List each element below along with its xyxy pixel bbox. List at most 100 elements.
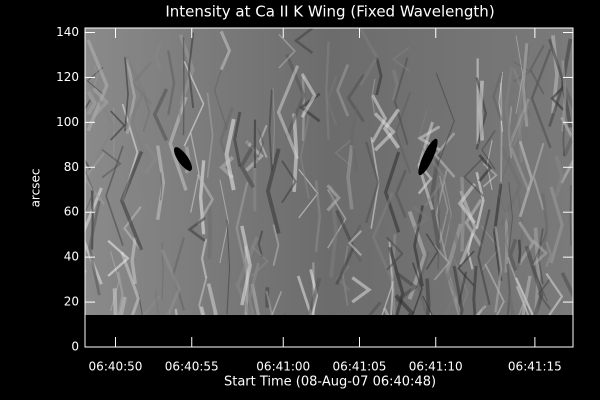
image-texture xyxy=(336,63,350,117)
image-texture xyxy=(92,87,109,118)
image-texture xyxy=(198,276,208,315)
image-texture xyxy=(373,112,396,152)
image-texture xyxy=(388,241,394,315)
image-texture xyxy=(240,225,252,306)
image-texture xyxy=(325,41,330,140)
image-texture xyxy=(85,170,95,213)
image-texture xyxy=(417,251,430,315)
image-texture xyxy=(529,44,545,95)
image-texture xyxy=(85,152,106,206)
image-texture xyxy=(244,118,267,172)
image-texture xyxy=(93,64,99,87)
image-texture xyxy=(257,230,264,258)
image-texture xyxy=(105,145,124,246)
image-texture xyxy=(562,125,566,157)
image-texture xyxy=(394,91,412,174)
image-texture xyxy=(233,111,242,167)
image-texture xyxy=(493,183,503,281)
image-texture xyxy=(371,79,376,115)
image-texture xyxy=(265,290,274,315)
image-texture xyxy=(383,151,401,233)
image-texture xyxy=(174,308,178,315)
image-texture xyxy=(498,72,504,132)
image-texture xyxy=(198,160,206,235)
image-texture xyxy=(239,144,256,189)
image-texture xyxy=(375,56,383,96)
image-texture xyxy=(196,173,215,226)
image-texture xyxy=(433,132,456,178)
image-texture xyxy=(365,141,380,224)
image-texture xyxy=(213,196,223,258)
image-texture xyxy=(350,105,359,172)
image-texture xyxy=(554,155,565,198)
y-tick-label: 40 xyxy=(64,250,79,264)
image-texture xyxy=(219,179,229,264)
image-texture xyxy=(512,68,530,147)
image-texture xyxy=(435,169,448,261)
image-texture xyxy=(515,285,530,315)
image-texture xyxy=(247,262,260,315)
image-texture xyxy=(518,140,534,218)
chart-title: Intensity at Ca II K Wing (Fixed Wavelen… xyxy=(165,3,494,21)
image-texture xyxy=(521,275,532,315)
image-texture xyxy=(347,230,362,257)
image-texture xyxy=(507,295,515,315)
image-texture xyxy=(481,130,496,170)
image-texture xyxy=(155,145,166,221)
image-texture xyxy=(190,133,200,213)
image-texture xyxy=(371,191,394,283)
image-texture xyxy=(412,205,431,231)
x-axis-label: Start Time (08-Aug-07 06:40:48) xyxy=(224,375,436,390)
image-texture xyxy=(142,295,161,315)
image-texture xyxy=(413,205,424,287)
image-texture xyxy=(206,92,214,178)
image-texture xyxy=(101,149,122,179)
image-texture xyxy=(464,198,483,247)
image-texture xyxy=(107,239,130,277)
image-texture xyxy=(382,108,401,149)
image-texture xyxy=(537,278,551,310)
image-texture xyxy=(433,244,451,281)
image-texture xyxy=(506,263,511,315)
image-texture xyxy=(299,115,310,200)
image-texture xyxy=(334,139,352,166)
image-texture xyxy=(367,301,382,315)
image-texture xyxy=(110,110,126,141)
image-texture xyxy=(460,176,466,252)
image-texture xyxy=(272,87,276,165)
image-texture xyxy=(346,145,354,210)
image-texture xyxy=(514,277,534,315)
image-texture xyxy=(569,184,572,246)
y-tick-label: 20 xyxy=(64,295,79,309)
image-texture xyxy=(144,143,159,174)
image-texture xyxy=(250,245,270,278)
image-feature xyxy=(173,147,193,171)
image-texture xyxy=(359,28,379,86)
image-texture xyxy=(537,228,544,285)
image-feature xyxy=(418,138,438,176)
image-texture xyxy=(515,35,524,114)
image-texture xyxy=(562,85,573,157)
image-texture xyxy=(119,150,144,251)
image-texture xyxy=(477,209,491,305)
image-texture xyxy=(499,145,523,227)
image-texture xyxy=(457,182,477,224)
image-texture xyxy=(425,233,439,270)
image-texture xyxy=(381,280,395,315)
image-texture xyxy=(512,61,532,83)
y-tick-label: 80 xyxy=(64,160,79,174)
image-texture xyxy=(300,72,317,119)
image-texture xyxy=(411,262,423,315)
image-texture xyxy=(183,61,205,147)
image-texture xyxy=(119,296,127,315)
image-texture xyxy=(475,171,485,230)
image-texture xyxy=(139,173,151,246)
image-texture xyxy=(272,224,280,266)
x-tick-label: 06:41:00 xyxy=(256,360,310,374)
image-texture xyxy=(154,42,162,72)
image-texture xyxy=(160,248,181,315)
image-texture xyxy=(484,263,505,315)
image-texture xyxy=(152,88,169,142)
image-texture xyxy=(117,271,124,315)
